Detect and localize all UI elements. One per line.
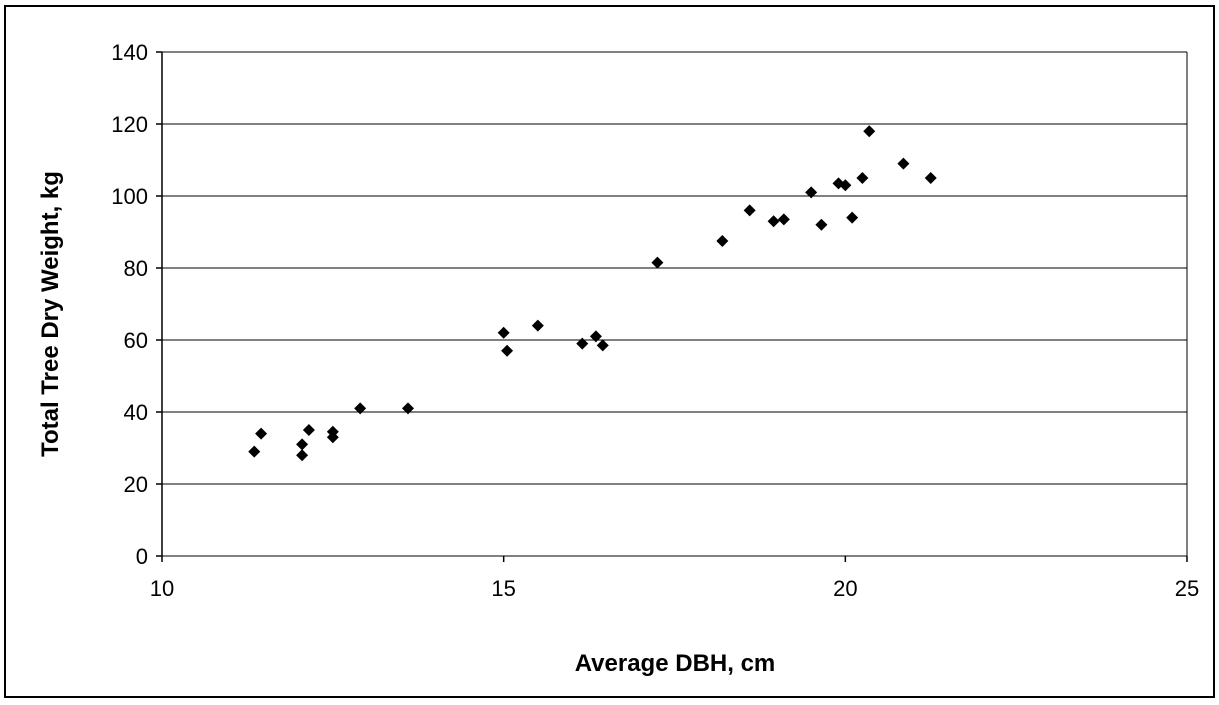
x-tick-label-20: 20 bbox=[833, 576, 857, 601]
scatter-chart: 0 20 40 60 80 100 120 140 10 15 20 25 Total Tree D… bbox=[37, 40, 1199, 677]
x-tick-label-10: 10 bbox=[150, 576, 174, 601]
data-point bbox=[497, 326, 510, 339]
data-point bbox=[354, 402, 367, 415]
y-tick-label-40: 40 bbox=[124, 400, 148, 425]
data-point bbox=[777, 213, 790, 226]
plot-area bbox=[156, 51, 1188, 562]
data-points bbox=[248, 125, 937, 462]
x-tick-label-15: 15 bbox=[491, 576, 515, 601]
data-point bbox=[326, 431, 339, 444]
y-tick-label-60: 60 bbox=[124, 328, 148, 353]
data-point bbox=[402, 402, 414, 415]
data-point bbox=[863, 125, 876, 138]
data-point bbox=[501, 344, 514, 357]
y-tick-label-0: 0 bbox=[136, 544, 148, 569]
x-tick-label-25: 25 bbox=[1175, 576, 1199, 601]
y-tick-label-80: 80 bbox=[124, 256, 148, 281]
y-tick-label-140: 140 bbox=[111, 40, 148, 65]
chart-frame: 0 20 40 60 80 100 120 140 10 15 20 25 Total Tree D… bbox=[4, 5, 1215, 698]
y-tick-label-100: 100 bbox=[111, 184, 148, 209]
data-point bbox=[248, 445, 261, 458]
data-point bbox=[576, 337, 589, 350]
data-point bbox=[302, 424, 315, 436]
data-point bbox=[856, 172, 869, 184]
data-point bbox=[846, 211, 859, 224]
data-point bbox=[815, 218, 828, 231]
y-tick-label-120: 120 bbox=[111, 112, 148, 137]
y-tick-labels: 0 20 40 60 80 100 120 140 bbox=[111, 40, 148, 569]
data-point bbox=[296, 438, 309, 451]
data-point bbox=[296, 449, 309, 462]
x-axis-title: Average DBH, cm bbox=[575, 650, 776, 677]
data-point bbox=[897, 157, 910, 170]
y-tick-label-20: 20 bbox=[124, 472, 148, 497]
y-axis-title: Total Tree Dry Weight, kg bbox=[37, 171, 64, 457]
data-point bbox=[716, 235, 729, 247]
data-point bbox=[743, 204, 756, 217]
data-point bbox=[767, 215, 780, 228]
data-point bbox=[805, 186, 818, 199]
data-point bbox=[531, 319, 544, 332]
x-tick-labels: 10 15 20 25 bbox=[150, 576, 1199, 601]
data-point bbox=[596, 339, 609, 352]
data-point bbox=[255, 427, 268, 440]
data-point bbox=[924, 172, 937, 184]
data-point bbox=[839, 179, 852, 192]
data-point bbox=[589, 330, 602, 343]
data-point bbox=[651, 256, 664, 269]
